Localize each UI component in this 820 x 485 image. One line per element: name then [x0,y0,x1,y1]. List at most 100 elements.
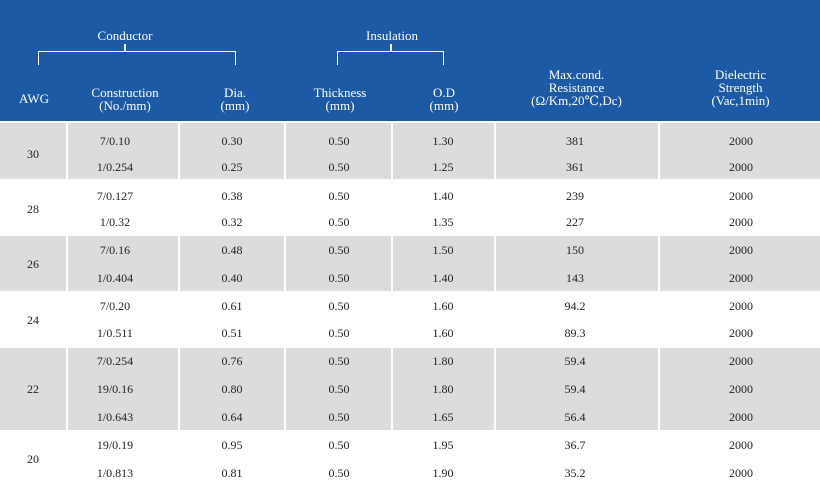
construction-value: 1/0.404 [96,271,134,285]
col-header-resistance: Max.cond. Resistance (Ω/Km,20℃,Dc) [531,67,622,108]
col-header-construction: Construction (No./mm) [91,85,159,113]
table-cell-construction [68,236,178,291]
awg-value: 20 [27,452,39,466]
table-cell-dia [180,123,284,179]
construction-value: 1/0.511 [97,326,133,340]
construction-value: 1/0.254 [96,160,134,174]
dia-value: 0.40 [221,271,243,285]
construction-value: 19/0.16 [96,382,134,396]
dielectric-value: 2000 [729,271,753,285]
col-header-awg: AWG [18,91,49,106]
od-value: 1.90 [432,466,454,480]
od-value: 1.50 [432,243,454,257]
resistance-value: 150 [566,243,584,257]
table-cell-od [393,236,494,291]
resistance-value: 227 [566,215,584,229]
dia-value: 0.48 [221,243,243,257]
table-cell-od [393,123,494,179]
group-label-insulation: Insulation [366,28,418,43]
resistance-value: 56.4 [564,410,586,424]
conductor-bracket [38,51,236,65]
thickness-value: 0.50 [328,354,350,368]
od-value: 1.95 [432,438,454,452]
dielectric-value: 2000 [729,160,753,174]
dia-value: 0.95 [221,438,243,452]
table-cell-dia [180,236,284,291]
resistance-value: 361 [566,160,584,174]
awg-value: 30 [27,147,39,161]
awg-group-row: 28 7/0.127 0.38 0.50 1.40 239 2000 1/0.32 0.32 0.… [0,181,820,234]
thickness-value: 0.50 [328,134,350,148]
dielectric-value: 2000 [729,354,753,368]
od-value: 1.40 [432,189,454,203]
construction-value: 1/0.32 [99,215,131,229]
dia-value: 0.25 [221,160,243,174]
table-cell-construction [68,123,178,179]
table-cell-construction [68,348,178,430]
dielectric-value: 2000 [729,326,753,340]
thickness-value: 0.50 [328,189,350,203]
table-cell-od [393,348,494,430]
od-value: 1.80 [432,354,454,368]
table-cell-dielectric [660,348,820,430]
table-cell-thickness [286,236,391,291]
resistance-value: 381 [566,134,584,148]
table-cell-dielectric [660,236,820,291]
construction-value: 7/0.10 [99,134,131,148]
awg-group-row: 30 7/0.10 0.30 0.50 1.30 381 2000 1/0.254 0.25 0.… [0,123,820,179]
table-cell-awg [0,236,66,291]
dia-value: 0.38 [221,189,243,203]
od-value: 1.40 [432,271,454,285]
resistance-value: 59.4 [564,354,586,368]
dia-value: 0.76 [221,354,243,368]
construction-value: 1/0.813 [96,466,134,480]
table-header: Conductor Insulation AWG Construction (N… [0,0,820,121]
dielectric-value: 2000 [729,215,753,229]
awg-value: 28 [27,202,39,216]
table-cell-resistance [496,236,658,291]
construction-value: 7/0.127 [96,189,134,203]
dielectric-value: 2000 [729,438,753,452]
resistance-value: 89.3 [564,326,586,340]
table-cell-thickness [286,348,391,430]
resistance-value: 36.7 [564,438,586,452]
construction-value: 7/0.16 [99,243,131,257]
dielectric-value: 2000 [729,243,753,257]
resistance-value: 143 [566,271,584,285]
resistance-value: 59.4 [564,382,586,396]
table-cell-dia [180,348,284,430]
awg-group-row: 22 7/0.254 0.76 0.50 1.80 59.4 2000 19/0.16 0.80… [0,348,820,430]
thickness-value: 0.50 [328,271,350,285]
table-cell-resistance [496,348,658,430]
dielectric-value: 2000 [729,299,753,313]
table-cell-thickness [286,123,391,179]
group-label-conductor: Conductor [97,28,153,43]
table-cell-awg [0,123,66,179]
od-value: 1.60 [432,326,454,340]
thickness-value: 0.50 [328,438,350,452]
col-header-thickness: Thickness (mm) [313,85,367,113]
dielectric-value: 2000 [729,410,753,424]
dia-value: 0.81 [221,466,243,480]
table-cell-resistance [496,123,658,179]
thickness-value: 0.50 [328,382,350,396]
dielectric-value: 2000 [729,189,753,203]
table-cell-dielectric [660,123,820,179]
insulation-bracket [337,51,444,65]
awg-value: 24 [27,312,39,327]
dia-value: 0.64 [221,410,243,424]
awg-value: 26 [27,257,39,271]
col-header-dia: Dia. (mm) [220,85,250,113]
dia-value: 0.32 [221,215,243,229]
resistance-value: 94.2 [564,299,586,313]
thickness-value: 0.50 [328,466,350,480]
construction-value: 19/0.19 [96,438,134,452]
od-value: 1.35 [432,215,454,229]
construction-value: 7/0.20 [99,299,131,313]
od-value: 1.80 [432,382,454,396]
dielectric-value: 2000 [729,382,753,396]
resistance-value: 35.2 [564,466,586,480]
awg-value: 22 [27,382,39,396]
dia-value: 0.80 [221,382,243,396]
thickness-value: 0.50 [328,410,350,424]
